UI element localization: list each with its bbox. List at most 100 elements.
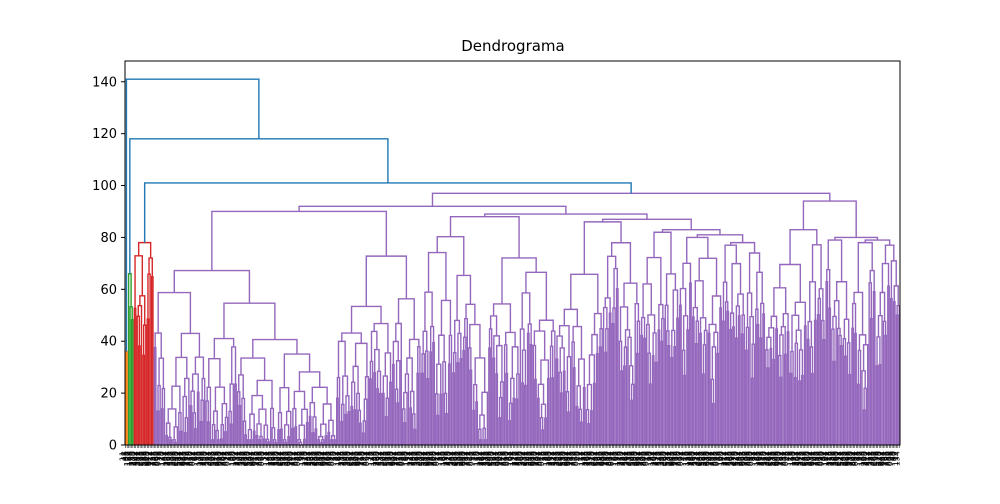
dendrogram-link bbox=[457, 275, 470, 320]
dendrogram-link bbox=[642, 318, 645, 339]
dendrogram-link bbox=[174, 271, 249, 304]
dendrogram-link bbox=[252, 396, 262, 415]
dendrogram-link bbox=[637, 354, 638, 445]
dendrogram-link bbox=[545, 418, 546, 445]
chart-title: Dendrograma bbox=[461, 37, 565, 55]
dendrogram-link bbox=[833, 361, 834, 445]
dendrogram-link bbox=[343, 376, 348, 404]
dendrogram-link bbox=[212, 440, 213, 445]
dendrogram-link bbox=[307, 423, 308, 445]
dendrogram-link bbox=[621, 371, 622, 445]
dendrogram-link bbox=[516, 399, 517, 445]
dendrogram-link bbox=[433, 343, 434, 445]
dendrogram-link bbox=[134, 308, 135, 445]
dendrogram-link bbox=[509, 421, 510, 445]
dendrogram-link bbox=[374, 373, 375, 445]
dendrogram-link bbox=[437, 364, 441, 394]
dendrogram-link bbox=[849, 375, 850, 445]
dendrogram-link bbox=[733, 327, 734, 445]
dendrogram-link bbox=[584, 388, 585, 445]
dendrogram-link bbox=[858, 384, 859, 445]
dendrogram-link bbox=[126, 352, 127, 445]
dendrogram-link bbox=[605, 298, 610, 313]
dendrogram-link bbox=[807, 339, 808, 445]
dendrogram-link bbox=[193, 374, 199, 392]
leaf-tick-label: 154 bbox=[892, 451, 901, 466]
dendrogram-link bbox=[253, 431, 254, 445]
dendrogram-link bbox=[383, 393, 384, 445]
dendrogram-link bbox=[787, 332, 788, 445]
dendrogram-link bbox=[299, 206, 566, 214]
dendrogram-link bbox=[727, 311, 728, 445]
dendrogram-link bbox=[731, 243, 755, 253]
dendrogram-link bbox=[674, 347, 675, 445]
dendrogram-link bbox=[699, 258, 716, 296]
dendrogram-link bbox=[767, 337, 771, 349]
dendrogram-link bbox=[563, 371, 564, 445]
dendrogram-link bbox=[826, 282, 827, 445]
dendrogram-link bbox=[145, 183, 631, 243]
dendrogram-link bbox=[736, 338, 737, 445]
dendrogram-link bbox=[655, 362, 656, 445]
dendrogram-link bbox=[239, 406, 240, 445]
dendrogram-link bbox=[295, 427, 296, 445]
dendrogram-link bbox=[264, 425, 267, 439]
dendrogram-link bbox=[587, 385, 591, 411]
dendrogram-link bbox=[594, 383, 595, 445]
dendrogram-link bbox=[480, 415, 484, 429]
dendrogram-link bbox=[356, 343, 367, 376]
dendrogram-link bbox=[292, 429, 293, 445]
dendrogram-link bbox=[695, 281, 703, 318]
dendrogram-link bbox=[318, 440, 319, 445]
dendrogram-link bbox=[135, 256, 142, 309]
dendrogram-link bbox=[588, 424, 589, 445]
dendrogram-link bbox=[540, 320, 554, 331]
dendrogram-link bbox=[877, 337, 880, 366]
dendrogram-link bbox=[315, 429, 316, 445]
dendrogram-link bbox=[700, 333, 701, 445]
dendrogram-link bbox=[873, 292, 874, 445]
dendrogram-links bbox=[126, 79, 900, 445]
dendrogram-link bbox=[654, 232, 671, 274]
dendrogram-link bbox=[522, 383, 523, 445]
dendrogram-link bbox=[751, 378, 752, 445]
dendrogram-link bbox=[577, 386, 580, 409]
dendrogram-link bbox=[139, 346, 140, 445]
dendrogram-link bbox=[687, 330, 688, 445]
dendrogram-link bbox=[876, 366, 877, 445]
dendrogram-link bbox=[502, 258, 536, 304]
dendrogram-link bbox=[230, 424, 231, 445]
dendrogram-link bbox=[197, 392, 198, 445]
dendrogram-link bbox=[592, 335, 597, 355]
y-tick-label: 40 bbox=[100, 335, 117, 350]
dendrogram-link bbox=[476, 402, 477, 445]
dendrogram-link bbox=[334, 440, 335, 445]
dendrogram-link bbox=[440, 394, 441, 445]
dendrogram-link bbox=[393, 365, 394, 445]
dendrogram-link bbox=[439, 335, 444, 364]
dendrogram-link bbox=[185, 433, 186, 445]
dendrogram-link bbox=[457, 363, 458, 445]
dendrogram-link bbox=[535, 379, 536, 445]
dendrogram-link bbox=[310, 403, 314, 417]
dendrogram-link bbox=[220, 439, 221, 445]
dendrogram-link bbox=[397, 403, 398, 445]
dendrogram-link bbox=[771, 316, 776, 329]
dendrogram-link bbox=[526, 272, 546, 320]
dendrogram-link bbox=[858, 243, 872, 293]
dendrogram-link bbox=[687, 237, 708, 263]
dendrogram-link bbox=[180, 431, 181, 445]
dendrogram-link bbox=[281, 429, 282, 445]
dendrogram-link bbox=[805, 326, 806, 445]
dendrogram-link bbox=[888, 286, 889, 445]
dendrogram-link bbox=[480, 440, 481, 445]
dendrogram-link bbox=[299, 372, 319, 392]
dendrogram-link bbox=[414, 430, 415, 445]
dendrogram-link bbox=[499, 418, 500, 445]
y-tick-label: 120 bbox=[92, 127, 117, 142]
dendrogram-link bbox=[425, 292, 432, 331]
dendrogram-link bbox=[644, 338, 645, 445]
dendrogram-link bbox=[214, 339, 233, 359]
dendrogram-link bbox=[309, 416, 310, 445]
dendrogram-link bbox=[278, 430, 279, 445]
